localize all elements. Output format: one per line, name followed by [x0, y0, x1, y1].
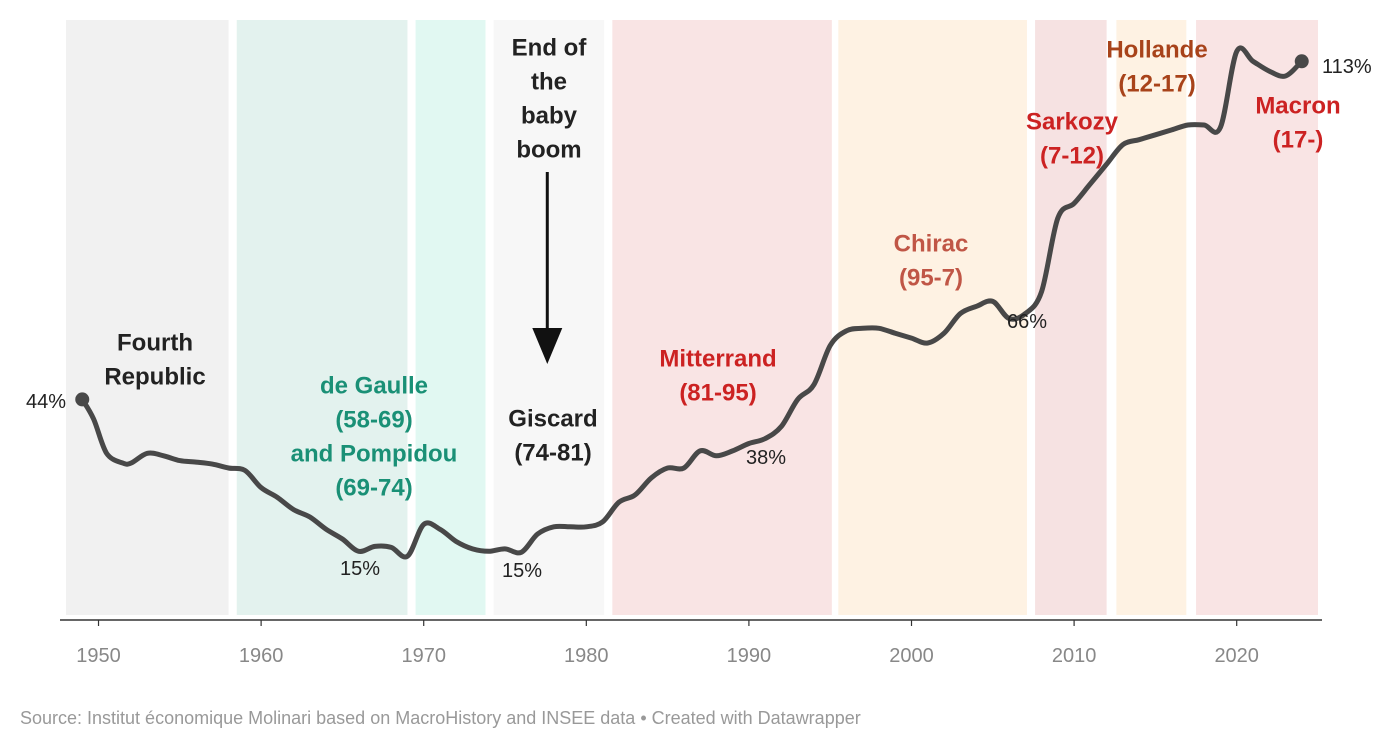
era-band-1: [236, 20, 408, 615]
x-tick-label-1990: 1990: [727, 645, 772, 667]
era-label-0-line-1: Republic: [104, 363, 205, 390]
start-point: [75, 392, 90, 407]
era-label-7-line-1: (12-17): [1118, 70, 1195, 97]
era-label-4: Mitterrand (81-95): [659, 345, 776, 406]
era-label-4-line-1: (81-95): [679, 379, 756, 406]
era-label-3-line-1: (74-81): [514, 439, 591, 466]
end-point: [1294, 54, 1309, 69]
era-label-8-line-1: (17-): [1273, 126, 1324, 153]
x-tick-label-1960: 1960: [239, 645, 284, 667]
era-band-0: [66, 20, 229, 615]
era-label-7-line-0: Hollande: [1106, 36, 1207, 63]
era-label-3: Giscard (74-81): [508, 405, 597, 466]
era-label-6-line-1: (7-12): [1040, 142, 1104, 169]
x-tick-label-2020: 2020: [1214, 645, 1259, 667]
x-tick-label-2000: 2000: [889, 645, 934, 667]
x-tick-label-2010: 2010: [1052, 645, 1097, 667]
era-label-4-line-0: Mitterrand: [659, 345, 776, 372]
era-label-8-line-0: Macron: [1255, 92, 1340, 119]
line-chart: Fourth Republic de Gaulle (58-69) and Pompid…: [26, 20, 1372, 667]
baby-boom-arrow: [532, 172, 563, 364]
era-label-5: Chirac (95-7): [894, 230, 969, 291]
era-band-4: [612, 20, 832, 615]
annotation-layer: Fourth Republic de Gaulle (58-69) and Pompid…: [26, 34, 1372, 582]
era-band-8: [1196, 20, 1318, 615]
x-tick-label-1980: 1980: [564, 645, 609, 667]
era-label-6: Sarkozy (7-12): [1026, 108, 1119, 169]
arrow-head: [532, 328, 563, 364]
era-label-2-line-2: baby: [521, 102, 578, 129]
era-label-0-line-0: Fourth: [117, 329, 193, 356]
source-note: Source: Institut économique Molinari bas…: [20, 708, 861, 728]
era-label-2-line-3: boom: [516, 136, 581, 163]
era-bands: [66, 20, 1318, 615]
era-label-0: Fourth Republic: [104, 329, 205, 390]
era-label-1-line-1: (58-69): [335, 406, 412, 433]
era-label-3-line-0: Giscard: [508, 405, 597, 432]
value-label-0: 44%: [26, 391, 66, 413]
series-line-0: [79, 45, 1305, 560]
era-label-2-line-1: the: [531, 68, 567, 95]
value-label-4: 66%: [1007, 311, 1047, 333]
era-label-1-line-2: and Pompidou: [291, 440, 458, 467]
era-band-6: [1035, 20, 1107, 615]
era-label-2: End of the baby boom: [512, 34, 588, 163]
value-label-5: 113%: [1322, 56, 1372, 78]
era-label-7: Hollande (12-17): [1106, 36, 1207, 97]
era-label-1-line-0: de Gaulle: [320, 372, 428, 399]
x-tick-label-1950: 1950: [76, 645, 121, 667]
era-label-2-line-0: End of: [512, 34, 588, 61]
era-label-1: de Gaulle (58-69) and Pompidou (69-74): [291, 372, 458, 501]
era-label-6-line-0: Sarkozy: [1026, 108, 1119, 135]
x-axis-ticks: 1950 1960 1970 1980 1990 2000 2010 2020: [76, 620, 1259, 667]
era-label-8: Macron (17-): [1255, 92, 1340, 153]
era-band-7: [1116, 20, 1187, 615]
value-label-1: 15%: [340, 558, 380, 580]
series-line-group: [75, 45, 1309, 560]
era-band-2: [415, 20, 486, 615]
value-label-3: 38%: [746, 447, 786, 469]
era-label-5-line-1: (95-7): [899, 264, 963, 291]
era-label-5-line-0: Chirac: [894, 230, 969, 257]
era-band-5: [838, 20, 1027, 615]
value-label-2: 15%: [502, 560, 542, 582]
era-band-3: [493, 20, 605, 615]
x-tick-label-1970: 1970: [401, 645, 446, 667]
era-label-1-line-3: (69-74): [335, 474, 412, 501]
